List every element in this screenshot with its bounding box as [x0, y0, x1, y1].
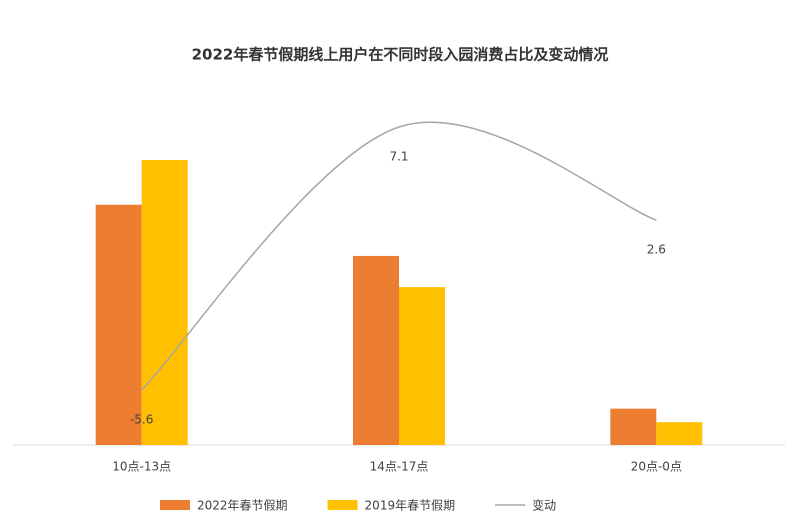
line	[141, 121, 657, 391]
bar	[141, 160, 188, 445]
legend-swatch	[327, 500, 358, 510]
legend-label: 2022年春节假期	[197, 499, 288, 513]
data-label: -5.6	[130, 413, 153, 427]
legend-label: 变动	[532, 498, 556, 513]
bar	[656, 422, 703, 445]
legend-swatch	[160, 500, 190, 510]
data-label: 7.1	[389, 150, 408, 164]
bar	[399, 287, 445, 445]
bar	[95, 204, 142, 445]
x-tick-label: 20点-0点	[631, 460, 682, 474]
chart-title: 2022年春节假期线上用户在不同时段入园消费占比及变动情况	[192, 46, 609, 64]
bar	[353, 255, 399, 445]
data-label: 2.6	[647, 243, 666, 257]
legend-label: 2019年春节假期	[365, 499, 456, 513]
x-tick-label: 10点-13点	[112, 460, 171, 474]
bar	[610, 408, 657, 445]
x-tick-label: 14点-17点	[370, 460, 429, 474]
